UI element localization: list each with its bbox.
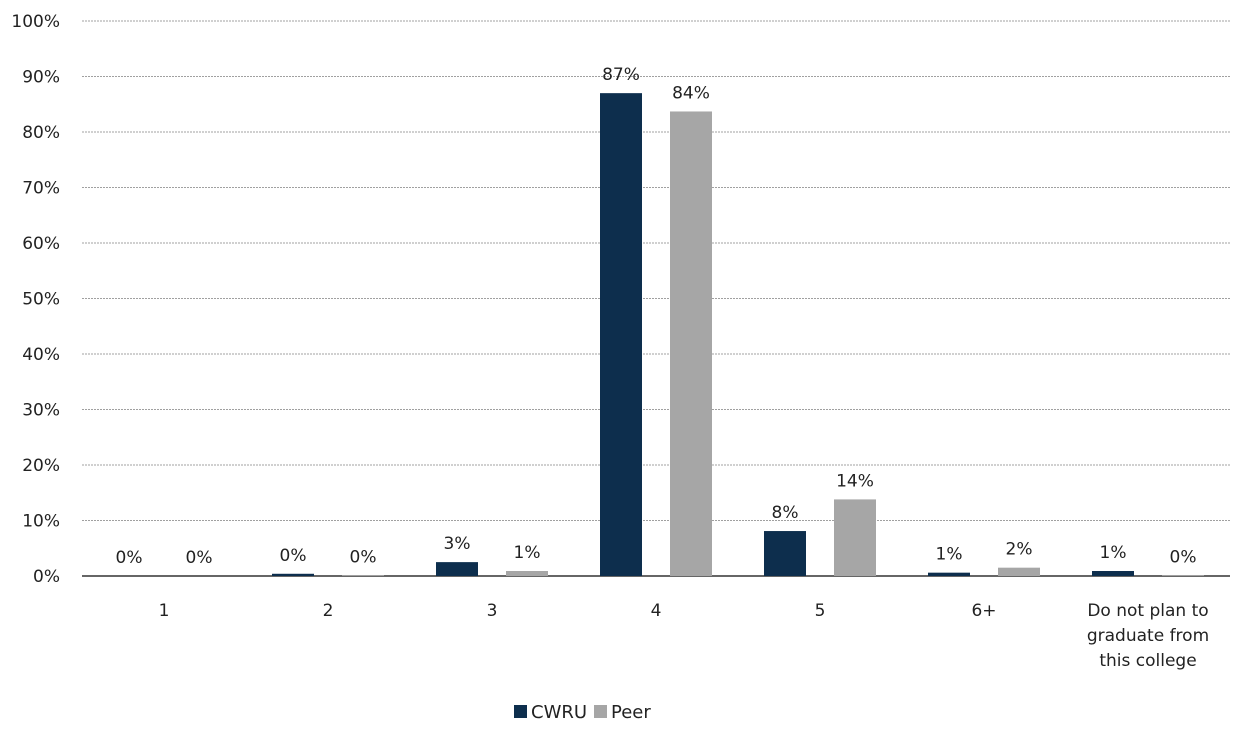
bar-peer	[670, 111, 712, 576]
data-label: 14%	[836, 471, 874, 491]
data-label: 2%	[1006, 540, 1033, 560]
y-tick-label: 0%	[33, 567, 60, 587]
data-label: 1%	[936, 545, 963, 565]
x-tick-label: 5	[815, 601, 826, 621]
y-tick-label: 60%	[22, 234, 60, 254]
y-axis-ticks: 0% 10% 20% 30% 40% 50% 60% 70% 80% 90% 100%	[11, 12, 60, 587]
legend-swatch-cwru	[514, 705, 527, 718]
x-tick-label: 1	[159, 601, 170, 621]
y-tick-label: 70%	[22, 179, 60, 199]
data-label: 1%	[514, 543, 541, 563]
gridlines	[82, 20, 1230, 577]
bar-cwru	[436, 562, 478, 576]
data-label: 1%	[1100, 543, 1127, 563]
data-labels: 0% 0% 0% 0% 3% 1% 87% 84% 8% 14% 1% 2% 1% 0%	[116, 65, 1197, 568]
y-tick-label: 100%	[11, 12, 60, 32]
legend-label-cwru: CWRU	[531, 702, 587, 723]
data-label: 87%	[602, 65, 640, 85]
data-label: 3%	[444, 534, 471, 554]
bar-cwru	[764, 531, 806, 576]
x-axis-ticks: 1 2 3 4 5 6+ Do not plan to graduate from this c…	[159, 601, 1210, 671]
x-tick-label: Do not plan to graduate from this college	[1087, 601, 1209, 671]
bar-peer	[342, 575, 384, 576]
bar-peer	[1162, 575, 1204, 576]
x-tick-label: 2	[323, 601, 334, 621]
bar-cwru	[272, 573, 314, 576]
bar-peer	[834, 499, 876, 576]
legend: CWRU Peer	[514, 702, 651, 723]
data-label: 0%	[186, 548, 213, 568]
y-tick-label: 30%	[22, 401, 60, 421]
x-tick-label: 6+	[971, 601, 996, 621]
data-label: 0%	[1170, 547, 1197, 567]
bar-cwru	[1092, 571, 1134, 576]
data-label: 0%	[350, 547, 377, 567]
x-tick-label: 4	[651, 601, 662, 621]
bar-cwru	[600, 93, 642, 577]
y-tick-label: 50%	[22, 290, 60, 310]
y-tick-label: 20%	[22, 456, 60, 476]
bar-peer	[506, 571, 548, 576]
data-label: 84%	[672, 83, 710, 103]
y-tick-label: 90%	[22, 68, 60, 88]
x-tick-label: 3	[487, 601, 498, 621]
y-tick-label: 10%	[22, 512, 60, 532]
legend-label-peer: Peer	[611, 702, 651, 723]
legend-swatch-peer	[594, 705, 607, 718]
bar-peer	[998, 567, 1040, 576]
y-tick-label: 80%	[22, 123, 60, 143]
y-tick-label: 40%	[22, 345, 60, 365]
data-label: 8%	[772, 503, 799, 523]
data-label: 0%	[280, 546, 307, 566]
data-label: 0%	[116, 548, 143, 568]
bar-cwru	[928, 572, 970, 576]
bars	[272, 93, 1204, 577]
